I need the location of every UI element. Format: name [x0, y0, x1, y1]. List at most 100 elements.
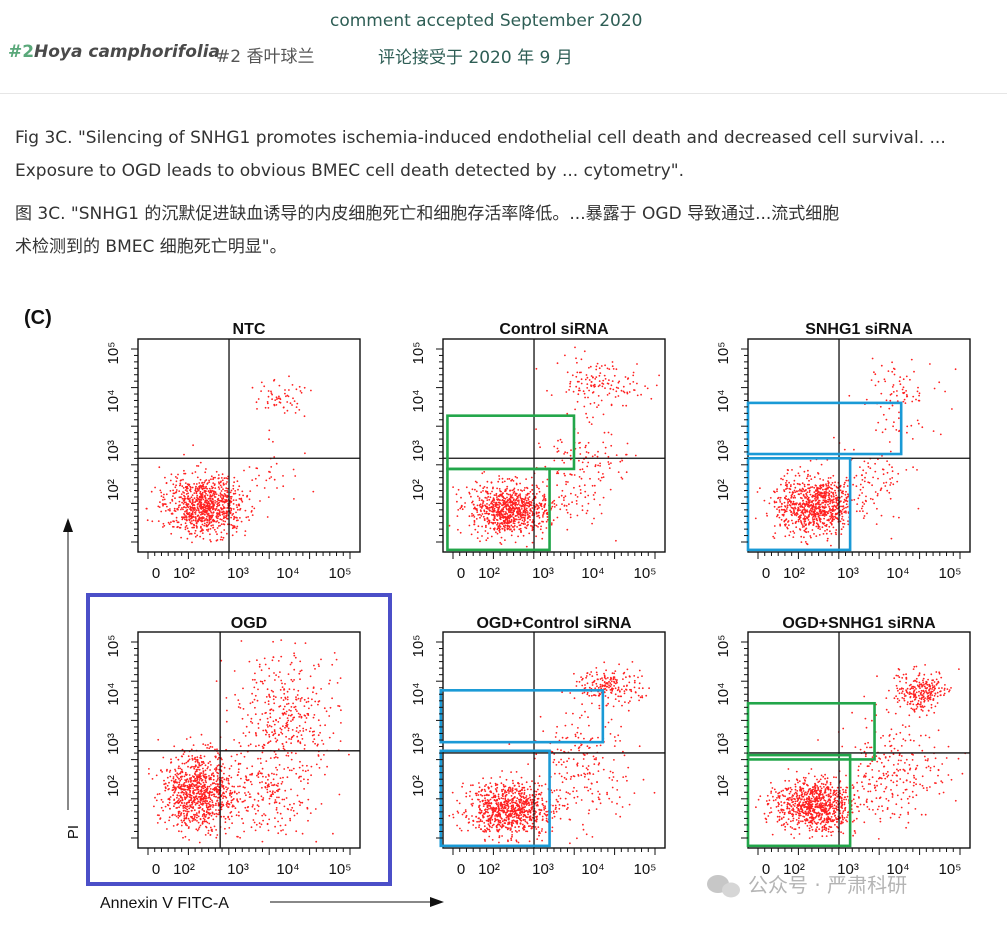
data-dot	[265, 479, 268, 482]
data-dot	[239, 762, 242, 765]
data-dot	[290, 742, 292, 745]
data-dot	[241, 717, 244, 720]
data-dot	[825, 511, 827, 513]
data-dot	[282, 745, 285, 748]
data-dot	[805, 510, 807, 512]
data-dot	[191, 755, 194, 757]
data-dot	[828, 499, 831, 501]
data-dot	[210, 794, 213, 797]
data-dot	[197, 520, 200, 523]
data-dot	[793, 532, 796, 534]
data-dot	[910, 424, 913, 427]
data-dot	[803, 470, 806, 473]
data-dot	[182, 516, 185, 519]
x-tick-label: 10²	[783, 565, 805, 582]
data-dot	[595, 365, 598, 368]
data-dot	[831, 487, 833, 490]
data-dot	[223, 515, 225, 518]
data-dot	[255, 467, 258, 469]
data-dot	[592, 416, 594, 419]
data-dot	[177, 784, 180, 786]
data-dot	[233, 805, 235, 808]
data-dot	[203, 820, 206, 823]
data-dot	[192, 515, 195, 518]
data-dot	[299, 678, 301, 681]
data-dot	[207, 744, 209, 746]
data-dot	[271, 398, 273, 401]
data-dot	[216, 785, 219, 788]
data-dot	[224, 489, 227, 492]
data-dot	[212, 492, 215, 495]
data-dot	[276, 789, 278, 792]
data-dot	[536, 486, 539, 489]
data-dot	[338, 705, 341, 708]
data-dot	[610, 384, 613, 387]
data-dot	[223, 772, 225, 775]
data-dot	[215, 787, 218, 790]
data-dot	[188, 774, 191, 776]
data-dot	[506, 500, 509, 503]
data-dot	[842, 526, 845, 528]
data-dot	[252, 819, 255, 821]
data-dot	[482, 502, 484, 504]
data-dot	[473, 519, 476, 522]
data-dot	[273, 702, 276, 705]
data-dot	[488, 498, 491, 501]
data-dot	[201, 528, 204, 531]
data-dot	[589, 477, 591, 480]
data-dot	[506, 492, 508, 495]
data-dot	[831, 520, 834, 522]
data-dot	[891, 470, 894, 473]
data-dot	[845, 490, 847, 493]
data-dot	[503, 480, 506, 483]
data-dot	[872, 476, 874, 479]
data-dot	[608, 392, 611, 395]
data-dot	[208, 796, 211, 799]
data-dot	[193, 779, 196, 781]
data-dot	[220, 499, 223, 502]
data-dot	[819, 528, 821, 530]
data-dot	[512, 502, 514, 505]
species-name[interactable]: Hoya camphorifolia	[34, 42, 221, 62]
data-dot	[191, 502, 194, 505]
data-dot	[187, 810, 190, 813]
data-dot	[906, 395, 909, 398]
data-dot	[814, 493, 817, 496]
data-dot	[209, 533, 211, 536]
data-dot	[275, 462, 278, 465]
data-dot	[556, 362, 559, 365]
data-dot	[538, 487, 540, 490]
data-dot	[275, 808, 278, 811]
data-dot	[773, 525, 776, 527]
data-dot	[509, 499, 512, 502]
data-dot	[520, 489, 522, 491]
data-dot	[172, 794, 175, 797]
data-dot	[509, 528, 511, 531]
data-dot	[585, 456, 587, 458]
data-dot	[496, 496, 498, 498]
data-dot	[833, 504, 836, 507]
data-dot	[495, 492, 498, 495]
data-dot	[301, 697, 303, 699]
data-dot	[512, 492, 515, 494]
data-dot	[481, 499, 483, 502]
data-dot	[830, 483, 833, 486]
data-dot	[310, 774, 312, 777]
data-dot	[206, 800, 209, 803]
data-dot	[514, 518, 516, 520]
data-dot	[584, 496, 587, 499]
x-tick-label: 10²	[173, 861, 195, 878]
data-dot	[834, 492, 837, 494]
data-dot	[569, 513, 572, 516]
data-dot	[151, 778, 154, 780]
data-dot	[483, 510, 486, 513]
data-dot	[196, 759, 199, 762]
data-dot	[604, 378, 607, 380]
data-dot	[259, 500, 261, 502]
data-dot	[821, 505, 824, 508]
data-dot	[592, 494, 595, 496]
data-dot	[296, 710, 298, 712]
data-dot	[307, 778, 309, 781]
data-dot	[195, 492, 198, 495]
data-dot	[813, 520, 815, 523]
